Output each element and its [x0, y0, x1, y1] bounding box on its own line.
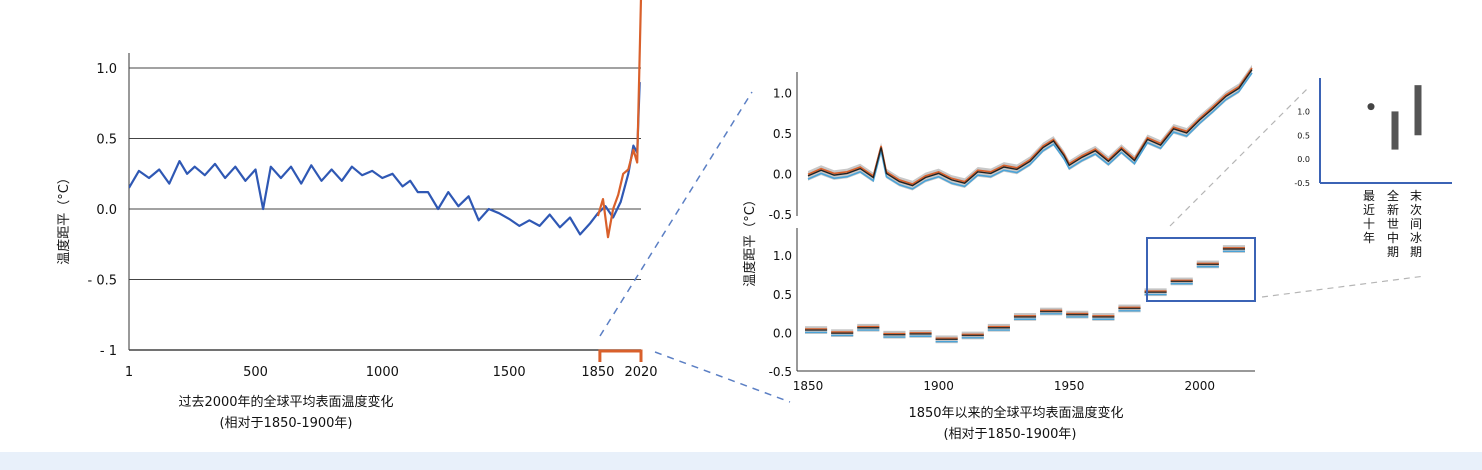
left-series-group: [129, 0, 643, 239]
inset-x-label-char: 全: [1387, 188, 1399, 203]
inset-x-label-char: 世: [1387, 217, 1399, 231]
right-top-y-tick-label: 1.0: [773, 86, 792, 100]
right-bottom-y-tick-label: 0.5: [773, 288, 792, 302]
decade-mark: [805, 326, 828, 334]
inset-x-label-char: 最: [1363, 189, 1375, 203]
inset-y-tick-label: 1.0: [1297, 107, 1310, 116]
left-x-tick-label: 1500: [493, 365, 526, 380]
left-y-tick-label: - 1: [100, 344, 117, 359]
decade-mark: [961, 331, 984, 340]
right-y-axis-label: 温度距平（°C）: [742, 193, 758, 287]
left-x-tick-label: 500: [243, 365, 268, 380]
left-series-reconstruction: [129, 82, 641, 236]
inset-y-tick-label: -0.5: [1294, 179, 1310, 188]
bottom-band: [0, 452, 1482, 470]
left-y-axis-label: 温度距平（°C）: [56, 171, 72, 265]
decade-mark: [831, 329, 854, 338]
decade-mark: [1170, 277, 1193, 286]
right-top-series-orange: [807, 67, 1253, 185]
inset-x-label-char: 次: [1410, 203, 1422, 217]
left-bracket-1850-2020: [598, 349, 643, 362]
right-caption-line1: 1850年以来的全球平均表面温度变化: [908, 405, 1123, 421]
right-caption-line2: (相对于1850-1900年): [943, 427, 1076, 442]
left-y-tick-label: 1.0: [96, 62, 117, 77]
decade-mark: [1144, 288, 1167, 297]
left-series-observed: [596, 0, 643, 239]
right-bottom-x-tick-label: 1900: [923, 379, 954, 393]
decade-mark: [987, 323, 1010, 332]
inset-connector-bottom: [1261, 275, 1426, 298]
right-bottom-x-tick-label: 1850: [793, 379, 824, 393]
decade-mark: [1040, 307, 1063, 316]
right-top-y-tick-label: 0.0: [773, 167, 792, 181]
decade-mark: [1222, 245, 1245, 253]
inset-x-label-char: 冰: [1410, 231, 1422, 245]
left-y-tick-label: 0.0: [96, 203, 117, 218]
left-caption-line2: (相对于1850-1900年): [219, 416, 352, 431]
inset-range-bar: [1414, 85, 1422, 136]
right-bottom-x-tick-label: 1950: [1054, 379, 1085, 393]
inset-x-label-char: 末: [1410, 189, 1422, 203]
left-caption-line1: 过去2000年的全球平均表面温度变化: [178, 394, 393, 410]
decade-mark: [1092, 313, 1115, 321]
left-y-tick-label: 0.5: [96, 133, 117, 148]
inset-x-label: 末次间冰期: [1410, 189, 1422, 259]
decade-mark: [1013, 313, 1037, 321]
zoom-connector-bottom: [654, 351, 791, 403]
right-bottom-y-tick-label: 1.0: [773, 249, 792, 263]
right-bottom-x-tick-label: 2000: [1184, 379, 1215, 393]
inset-x-label-char: 间: [1410, 217, 1422, 231]
decade-mark: [909, 330, 932, 338]
inset-x-label-char: 新: [1387, 202, 1399, 217]
decade-mark: [883, 330, 906, 339]
left-y-tick-label: - 0.5: [88, 274, 118, 289]
inset-x-label: 全新世中期: [1387, 188, 1399, 259]
inset-range-bar: [1391, 111, 1399, 150]
inset-x-label-char: 近: [1363, 203, 1375, 217]
recent-decades-highlight-box: [1146, 237, 1256, 302]
decade-mark: [935, 335, 958, 344]
inset-x-label-char: 期: [1410, 245, 1422, 259]
inset-x-label-char: 年: [1363, 231, 1375, 245]
left-x-tick-label: 1000: [366, 365, 399, 380]
inset-y-tick-label: 0.0: [1297, 155, 1310, 164]
inset-connector-top: [1169, 87, 1309, 227]
right-top-y-tick-label: 0.5: [773, 127, 792, 141]
inset-x-label-char: 期: [1387, 245, 1399, 259]
zoom-connector-top: [599, 91, 753, 337]
left-x-tick-label: 1: [125, 365, 133, 380]
right-bottom-y-tick-label: -0.5: [769, 365, 792, 379]
inset-y-tick-label: 0.5: [1297, 131, 1310, 140]
decade-mark: [1118, 304, 1141, 313]
inset-point: [1367, 103, 1375, 111]
inset-x-label: 最近十年: [1363, 189, 1375, 245]
decade-mark: [1066, 310, 1089, 319]
inset-x-label-char: 十: [1363, 217, 1375, 231]
right-bottom-y-tick-label: 0.0: [773, 326, 792, 340]
decade-mark: [857, 323, 880, 332]
decade-mark: [1196, 260, 1219, 269]
right-top-y-tick-label: -0.5: [769, 208, 792, 222]
inset-x-label-char: 中: [1387, 230, 1399, 245]
right-top-series-main: [807, 69, 1253, 187]
left-x-tick-label: 1850: [581, 365, 614, 380]
left-x-tick-label: 2020: [624, 365, 657, 380]
